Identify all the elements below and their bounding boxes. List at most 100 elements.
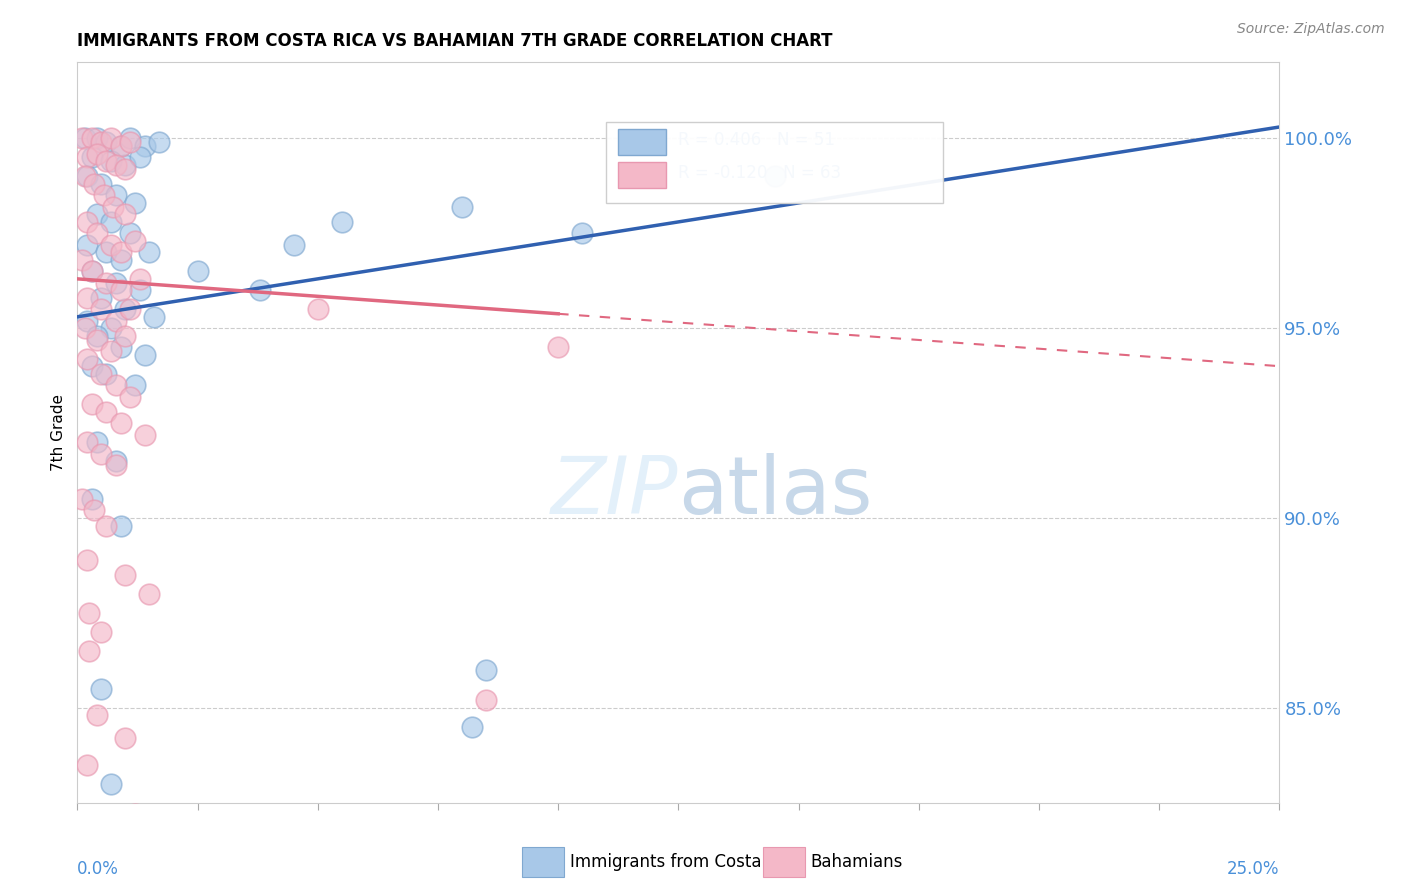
- Point: [143, 310, 166, 324]
- Point: [249, 283, 271, 297]
- Text: R = -0.120   N = 63: R = -0.120 N = 63: [679, 164, 842, 183]
- Point: [114, 731, 136, 746]
- Point: [104, 276, 127, 290]
- Point: [114, 161, 136, 176]
- Point: [120, 227, 142, 241]
- Point: [110, 139, 132, 153]
- Text: 25.0%: 25.0%: [1227, 860, 1279, 878]
- Point: [547, 340, 569, 354]
- Text: Source: ZipAtlas.com: Source: ZipAtlas.com: [1237, 22, 1385, 37]
- Text: ZIP: ZIP: [551, 453, 679, 531]
- Point: [73, 321, 96, 335]
- Point: [80, 131, 103, 145]
- Point: [80, 150, 103, 164]
- Point: [110, 518, 132, 533]
- Point: [73, 169, 96, 184]
- Point: [128, 283, 150, 297]
- Point: [96, 822, 118, 837]
- Point: [83, 177, 105, 191]
- Text: Bahamians: Bahamians: [811, 853, 903, 871]
- Point: [96, 135, 118, 149]
- FancyBboxPatch shape: [762, 847, 804, 877]
- Point: [104, 188, 127, 202]
- Point: [104, 378, 127, 392]
- Point: [76, 351, 98, 366]
- Point: [103, 200, 125, 214]
- Point: [70, 491, 93, 506]
- Point: [86, 146, 108, 161]
- Point: [100, 321, 122, 335]
- Point: [104, 158, 127, 172]
- Point: [134, 427, 156, 442]
- Text: IMMIGRANTS FROM COSTA RICA VS BAHAMIAN 7TH GRADE CORRELATION CHART: IMMIGRANTS FROM COSTA RICA VS BAHAMIAN 7…: [77, 32, 832, 50]
- Point: [76, 237, 98, 252]
- Point: [96, 276, 118, 290]
- Point: [114, 207, 136, 221]
- Point: [79, 606, 101, 620]
- Point: [90, 177, 112, 191]
- Point: [86, 708, 108, 723]
- Point: [114, 568, 136, 582]
- Point: [79, 644, 101, 658]
- Point: [283, 237, 305, 252]
- Point: [76, 169, 98, 184]
- Point: [96, 518, 118, 533]
- Point: [104, 454, 127, 468]
- Point: [86, 333, 108, 347]
- Point: [128, 150, 150, 164]
- Text: 0.0%: 0.0%: [77, 860, 120, 878]
- Point: [128, 272, 150, 286]
- Point: [70, 252, 93, 267]
- Point: [90, 135, 112, 149]
- Point: [186, 264, 209, 278]
- Point: [475, 693, 498, 707]
- FancyBboxPatch shape: [522, 847, 564, 877]
- Point: [114, 158, 136, 172]
- FancyBboxPatch shape: [619, 129, 666, 155]
- Point: [114, 302, 136, 317]
- Point: [80, 359, 103, 374]
- Point: [96, 245, 118, 260]
- Point: [86, 328, 108, 343]
- Point: [76, 435, 98, 450]
- Point: [104, 313, 127, 327]
- Point: [763, 169, 786, 184]
- FancyBboxPatch shape: [606, 121, 943, 203]
- Point: [120, 131, 142, 145]
- Point: [86, 435, 108, 450]
- Point: [90, 291, 112, 305]
- Point: [100, 154, 122, 169]
- Point: [96, 367, 118, 381]
- Text: atlas: atlas: [679, 453, 873, 531]
- Point: [124, 378, 146, 392]
- Point: [460, 720, 482, 734]
- Point: [120, 390, 142, 404]
- Point: [110, 416, 132, 430]
- Point: [124, 195, 146, 210]
- Point: [110, 283, 132, 297]
- Point: [86, 207, 108, 221]
- Text: Immigrants from Costa Rica: Immigrants from Costa Rica: [571, 853, 803, 871]
- Point: [86, 860, 108, 874]
- Point: [330, 215, 353, 229]
- Point: [110, 252, 132, 267]
- Point: [110, 139, 132, 153]
- Point: [134, 348, 156, 362]
- Point: [90, 302, 112, 317]
- Point: [451, 200, 474, 214]
- Point: [138, 245, 160, 260]
- Point: [138, 587, 160, 601]
- Point: [120, 302, 142, 317]
- Point: [76, 313, 98, 327]
- Point: [475, 663, 498, 677]
- Point: [80, 264, 103, 278]
- Point: [120, 135, 142, 149]
- Point: [307, 302, 329, 317]
- Point: [76, 291, 98, 305]
- Point: [70, 131, 93, 145]
- Point: [83, 503, 105, 517]
- Point: [73, 131, 96, 145]
- Point: [100, 215, 122, 229]
- Point: [571, 227, 593, 241]
- Point: [114, 328, 136, 343]
